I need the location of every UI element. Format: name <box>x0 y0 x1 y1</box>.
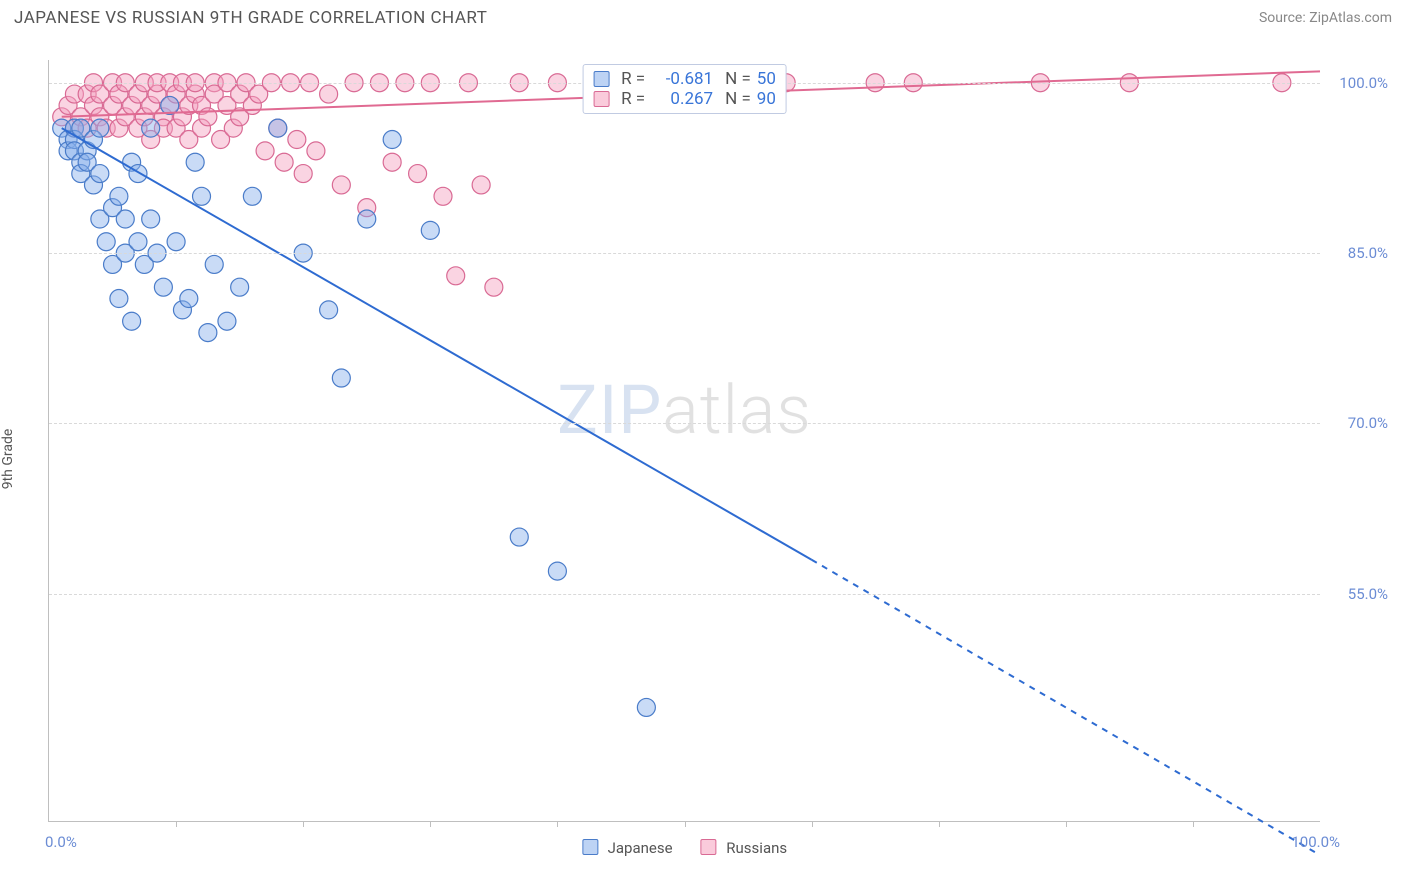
x-tick <box>1193 821 1194 827</box>
y-tick-label: 85.0% <box>1328 244 1388 262</box>
x-tick <box>430 821 431 827</box>
data-point <box>320 85 338 103</box>
x-tick <box>557 821 558 827</box>
plot-area: R = -0.681 N = 50 R = 0.267 N = 90 ZIPat… <box>48 60 1320 822</box>
x-tick <box>812 821 813 827</box>
x-legend: Japanese Russians <box>582 839 787 857</box>
data-point <box>91 119 109 137</box>
data-point <box>243 187 261 205</box>
data-point <box>548 562 566 580</box>
legend-japanese: Japanese <box>582 839 673 857</box>
russians-swatch-icon <box>701 839 717 855</box>
x-min-label: 0.0% <box>45 833 77 851</box>
data-point <box>167 233 185 251</box>
legend-row-japanese: R = -0.681 N = 50 <box>593 69 776 89</box>
chart-title: JAPANESE VS RUSSIAN 9TH GRADE CORRELATIO… <box>14 8 487 28</box>
x-tick <box>303 821 304 827</box>
legend-russians: Russians <box>701 839 788 857</box>
data-point <box>142 119 160 137</box>
x-tick <box>176 821 177 827</box>
correlation-legend: R = -0.681 N = 50 R = 0.267 N = 90 <box>582 64 787 114</box>
data-point <box>332 176 350 194</box>
data-point <box>637 698 655 716</box>
data-point <box>409 165 427 183</box>
data-point <box>218 312 236 330</box>
data-point <box>434 187 452 205</box>
data-point <box>116 210 134 228</box>
russians-swatch-icon <box>593 91 609 107</box>
y-tick-label: 100.0% <box>1328 74 1388 92</box>
gridline <box>49 594 1320 595</box>
x-tick <box>685 821 686 827</box>
data-point <box>383 131 401 149</box>
data-point <box>110 290 128 308</box>
data-point <box>256 142 274 160</box>
data-point <box>97 233 115 251</box>
data-point <box>154 278 172 296</box>
data-point <box>186 153 204 171</box>
data-point <box>129 233 147 251</box>
data-point <box>472 176 490 194</box>
data-point <box>205 255 223 273</box>
legend-row-russians: R = 0.267 N = 90 <box>593 89 776 109</box>
data-point <box>447 267 465 285</box>
data-point <box>332 369 350 387</box>
japanese-swatch-icon <box>582 839 598 855</box>
data-point <box>307 142 325 160</box>
trend-line <box>812 560 1320 855</box>
chart-container: 9th Grade R = -0.681 N = 50 R = 0.267 N … <box>14 40 1392 878</box>
data-point <box>510 528 528 546</box>
data-point <box>288 131 306 149</box>
data-point <box>320 301 338 319</box>
data-point <box>123 312 141 330</box>
x-max-label: 100.0% <box>1291 833 1340 851</box>
data-point <box>275 153 293 171</box>
data-point <box>358 210 376 228</box>
y-axis-label: 9th Grade <box>0 429 16 490</box>
y-tick-label: 55.0% <box>1328 585 1388 603</box>
data-point <box>269 119 287 137</box>
x-tick <box>1066 821 1067 827</box>
data-point <box>383 153 401 171</box>
japanese-swatch-icon <box>593 71 609 87</box>
scatter-svg <box>49 60 1320 821</box>
data-point <box>110 187 128 205</box>
source-text: Source: ZipAtlas.com <box>1259 10 1392 26</box>
data-point <box>485 278 503 296</box>
data-point <box>142 210 160 228</box>
y-tick-label: 70.0% <box>1328 414 1388 432</box>
data-point <box>294 165 312 183</box>
data-point <box>193 187 211 205</box>
data-point <box>421 221 439 239</box>
data-point <box>180 290 198 308</box>
gridline <box>49 423 1320 424</box>
x-tick <box>939 821 940 827</box>
chart-header: JAPANESE VS RUSSIAN 9TH GRADE CORRELATIO… <box>0 0 1406 32</box>
data-point <box>231 278 249 296</box>
data-point <box>199 324 217 342</box>
data-point <box>91 165 109 183</box>
gridline <box>49 253 1320 254</box>
